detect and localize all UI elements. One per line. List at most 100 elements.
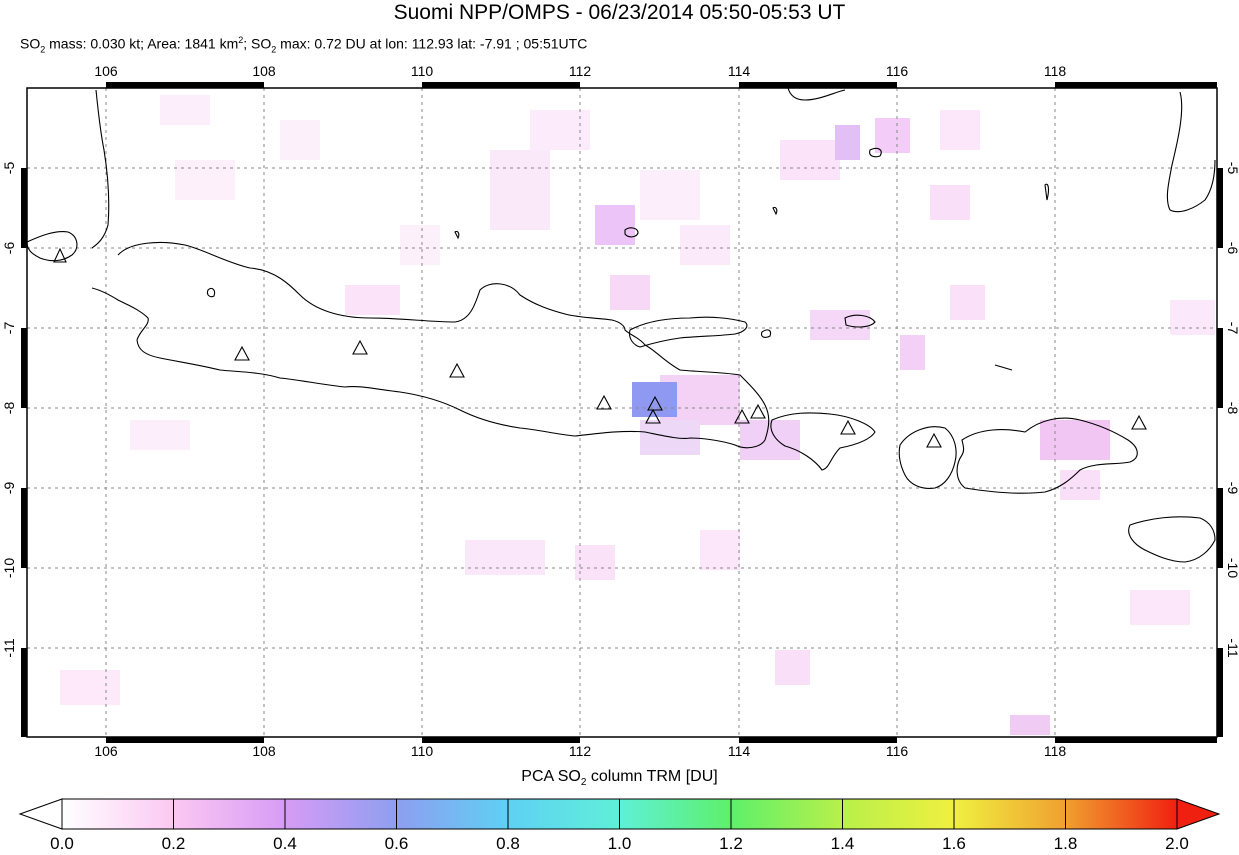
so2-pixel [1170, 300, 1215, 335]
small-island [761, 329, 772, 338]
lon-tick-label-top: 108 [252, 63, 276, 79]
so2-subscript: 2 [40, 44, 46, 55]
colorbar-tick-label: 0.0 [50, 834, 74, 853]
colorbar-tick-label: 1.2 [719, 834, 743, 853]
colorbar-tick-label: 0.6 [384, 834, 409, 853]
volcano-icon [750, 403, 766, 419]
so2-pixel [595, 205, 635, 245]
sumbawa-coastline [956, 417, 1138, 494]
so2-subscript-2: 2 [271, 44, 277, 55]
small-island [206, 287, 216, 298]
lat-tick-label-left: -7 [1, 322, 17, 335]
lon-tick-label-bottom: 110 [411, 743, 434, 759]
so2-label: SO [20, 35, 41, 52]
so2-pixel [175, 160, 235, 200]
bawean-island [624, 227, 639, 238]
colorbar-tick-label: 1.0 [607, 834, 632, 853]
so2-pixel [130, 420, 190, 450]
so2-pixel [680, 225, 730, 265]
colorbar-title-prefix: PCA SO [521, 768, 581, 785]
so2-pixel [400, 225, 440, 265]
so2-pixel [60, 670, 120, 705]
lat-tick-label-left: -9 [1, 482, 17, 495]
small-island [1044, 183, 1050, 201]
so2-pixel [950, 285, 985, 320]
so2-pixel [700, 530, 740, 570]
so2-pixel [1060, 470, 1100, 500]
area-superscript: 2 [238, 35, 244, 45]
mass-area-text: mass: 0.030 kt; Area: 1841 km [45, 35, 239, 52]
so2-pixel [490, 150, 550, 230]
colorbar-title-suffix: column TRM [DU] [586, 768, 718, 785]
lat-tick-label-right: -8 [1225, 402, 1239, 415]
kangean-island [844, 314, 876, 328]
lon-tick-label-top: 106 [94, 63, 118, 79]
volcano-icon [449, 362, 465, 378]
borneo-coastline [91, 89, 110, 249]
lombok-coastline [898, 426, 957, 489]
madura-coastline [629, 316, 748, 348]
volcano-icon [1131, 414, 1147, 430]
small-island [772, 206, 778, 216]
colorbar-tick-label: 1.4 [830, 834, 855, 853]
so2-pixel [930, 185, 970, 220]
colorbar-title-sub: 2 [580, 777, 587, 789]
colorbar-high-arrow [1176, 798, 1221, 830]
volcano-icon [926, 432, 942, 448]
lon-tick-label-top: 114 [728, 63, 751, 79]
colorbar-low-arrow [18, 798, 63, 830]
lat-tick-label-right: -6 [1225, 242, 1239, 255]
coastlines [26, 87, 1216, 563]
lon-tick-label-bottom: 114 [728, 743, 751, 759]
colorbar-tick-label: 0.2 [161, 834, 186, 853]
sumba-coastline [1128, 516, 1216, 563]
colorbar-tick-label: 1.6 [942, 834, 966, 853]
max-text: max: 0.72 DU at lon: 112.93 lat: -7.91 ;… [276, 35, 588, 52]
max-prefix-text: ; SO [243, 35, 272, 52]
lat-tick-label-left: -8 [1, 402, 17, 415]
lon-tick-label-bottom: 106 [94, 743, 118, 759]
volcano-icon [840, 419, 856, 435]
volcano-icon [647, 395, 663, 411]
so2-pixel [780, 140, 840, 180]
lat-tick-label-right: -11 [1225, 638, 1239, 657]
tick-labels: 106 106 108 108 110 110 112 112 114 114 116 116 118 1… [1, 63, 1239, 759]
graticule [27, 88, 1217, 737]
colorbar [18, 798, 1221, 830]
volcano-icon [645, 408, 661, 424]
borneo-coastline-east [787, 87, 846, 101]
bali-coastline [770, 412, 876, 471]
volcano-icon [596, 394, 612, 410]
sulawesi-coastline [1166, 91, 1216, 213]
volcano-icon [53, 247, 67, 263]
lat-tick-label-right: -7 [1225, 322, 1239, 335]
lat-tick-label-right: -5 [1225, 162, 1239, 175]
lon-tick-label-top: 118 [1044, 63, 1067, 79]
lon-tick-label-bottom: 118 [1044, 743, 1067, 759]
so2-pixel [610, 275, 650, 310]
so2-pixel [1130, 590, 1190, 625]
so2-pixel [900, 335, 925, 370]
java-coastline [91, 241, 770, 449]
so2-pixel [280, 120, 320, 160]
small-island [869, 147, 882, 158]
volcano-icon [352, 339, 368, 355]
so2-pixel [465, 540, 545, 575]
lat-tick-label-right: -9 [1225, 482, 1239, 495]
map-title: Suomi NPP/OMPS - 06/23/2014 05:50-05:53 … [393, 1, 846, 24]
colorbar-title: PCA SO2 column TRM [DU] [0, 768, 1239, 788]
small-island [994, 364, 1013, 371]
lat-tick-label-left: -6 [1, 242, 17, 255]
so2-pixel [1010, 715, 1050, 735]
lon-tick-label-top: 112 [569, 63, 592, 79]
lon-tick-label-top: 116 [886, 63, 909, 79]
so2-pixel [835, 125, 860, 160]
map-subtitle: SO2 mass: 0.030 kt; Area: 1841 km2; SO2 … [20, 35, 587, 54]
volcano-markers [53, 247, 1147, 448]
so2-pixel-layer [60, 95, 1215, 735]
so2-pixel [345, 285, 400, 315]
lon-tick-label-top: 110 [411, 63, 434, 79]
so2-pixel [160, 95, 210, 125]
colorbar-tick-label: 0.4 [273, 834, 297, 853]
